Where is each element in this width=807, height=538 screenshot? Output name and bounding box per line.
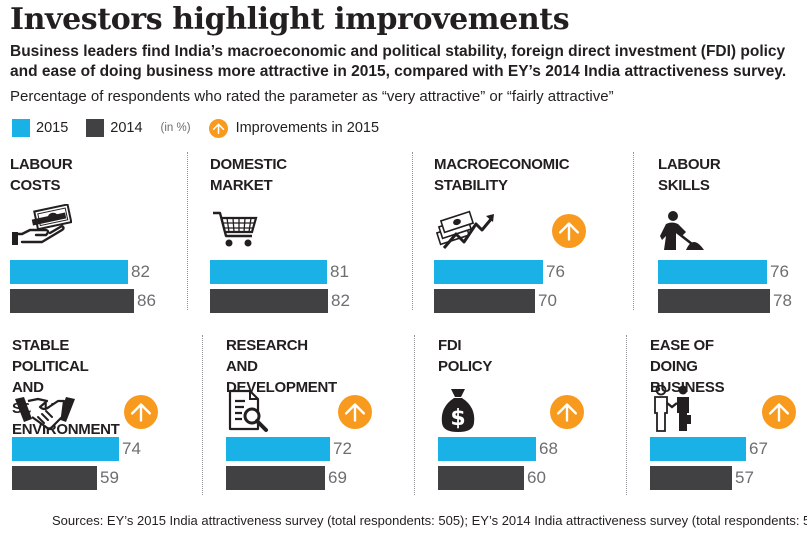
improvement-arrow-icon bbox=[124, 395, 158, 429]
divider bbox=[202, 335, 203, 495]
bar-2015 bbox=[650, 437, 746, 461]
divider bbox=[412, 152, 413, 310]
bar-2015 bbox=[226, 437, 330, 461]
divider bbox=[414, 335, 415, 495]
bar-2014 bbox=[12, 466, 97, 490]
bar-2014 bbox=[10, 289, 134, 313]
bar-2015 bbox=[438, 437, 536, 461]
svg-text:$: $ bbox=[450, 406, 465, 431]
legend-unit: (in %) bbox=[160, 122, 191, 134]
legend-label-2014: 2014 bbox=[110, 120, 143, 136]
panel-title: FDI POLICY bbox=[438, 337, 493, 375]
legend-item-2014: 2014 bbox=[86, 119, 143, 137]
value-label-2014: 59 bbox=[100, 468, 119, 487]
panel-title: DOMESTIC MARKET bbox=[210, 156, 287, 194]
handshake-icon bbox=[15, 397, 75, 430]
value-label-2015: 82 bbox=[131, 262, 150, 281]
panel-title: LABOUR COSTS bbox=[10, 156, 73, 194]
panel-title: LABOUR SKILLS bbox=[658, 156, 721, 194]
legend-swatch-2014 bbox=[86, 119, 105, 137]
legend-label-2015: 2015 bbox=[36, 120, 69, 136]
improvement-arrow-icon bbox=[552, 214, 586, 248]
source-note: Sources: EY’s 2015 India attractiveness … bbox=[52, 513, 807, 528]
value-label-2014: 82 bbox=[331, 291, 350, 310]
infographic-subtitle: Business leaders find India’s macroecono… bbox=[10, 43, 787, 80]
measure-note: Percentage of respondents who rated the … bbox=[10, 88, 614, 105]
value-label-2014: 70 bbox=[538, 291, 557, 310]
legend: 2015 2014 (in %) Improvements in 2015 bbox=[12, 118, 379, 138]
value-label-2014: 69 bbox=[328, 468, 347, 487]
bar-2015 bbox=[12, 437, 119, 461]
bar-2015 bbox=[434, 260, 543, 284]
improvement-arrow-icon bbox=[338, 395, 372, 429]
money-bag-icon: $ bbox=[441, 389, 475, 432]
bar-2014 bbox=[226, 466, 325, 490]
bar-2014 bbox=[210, 289, 328, 313]
improvement-arrow-icon bbox=[762, 395, 796, 429]
value-label-2015: 76 bbox=[546, 262, 565, 281]
money-stack-chart-icon bbox=[436, 210, 494, 249]
value-label-2015: 72 bbox=[333, 439, 352, 458]
infographic-title: Investors highlight improvements bbox=[10, 2, 570, 37]
bar-2014 bbox=[438, 466, 524, 490]
bar-2015 bbox=[10, 260, 128, 284]
legend-swatch-2015 bbox=[12, 119, 30, 137]
panel-title: MACROECONOMIC STABILITY bbox=[434, 156, 570, 194]
document-magnifier-icon bbox=[228, 389, 268, 432]
value-label-2015: 67 bbox=[749, 439, 768, 458]
divider bbox=[633, 152, 634, 310]
money-hand-icon bbox=[12, 204, 72, 245]
value-label-2014: 78 bbox=[773, 291, 792, 310]
bar-2015 bbox=[658, 260, 767, 284]
shopping-cart-icon bbox=[213, 211, 258, 247]
improvement-arrow-icon bbox=[550, 395, 584, 429]
value-label-2015: 81 bbox=[330, 262, 349, 281]
legend-item-2015: 2015 bbox=[12, 119, 68, 137]
bar-2014 bbox=[434, 289, 535, 313]
panel-title: EASE OF DOING BUSINESS bbox=[650, 337, 725, 396]
value-label-2015: 74 bbox=[122, 439, 141, 458]
divider bbox=[626, 335, 627, 495]
legend-improvement-label: Improvements in 2015 bbox=[235, 120, 380, 136]
panel-title: RESEARCH AND DEVELOPMENT bbox=[226, 337, 337, 396]
value-label-2015: 68 bbox=[539, 439, 558, 458]
worker-shovel-icon bbox=[660, 211, 704, 250]
divider bbox=[187, 152, 188, 310]
value-label-2014: 57 bbox=[735, 468, 754, 487]
bar-2015 bbox=[210, 260, 327, 284]
value-label-2014: 86 bbox=[137, 291, 156, 310]
business-handshake-icon bbox=[654, 385, 691, 432]
value-label-2015: 76 bbox=[770, 262, 789, 281]
value-label-2014: 60 bbox=[527, 468, 546, 487]
bar-2014 bbox=[658, 289, 770, 313]
bar-2014 bbox=[650, 466, 732, 490]
improvement-arrow-icon bbox=[208, 118, 228, 138]
